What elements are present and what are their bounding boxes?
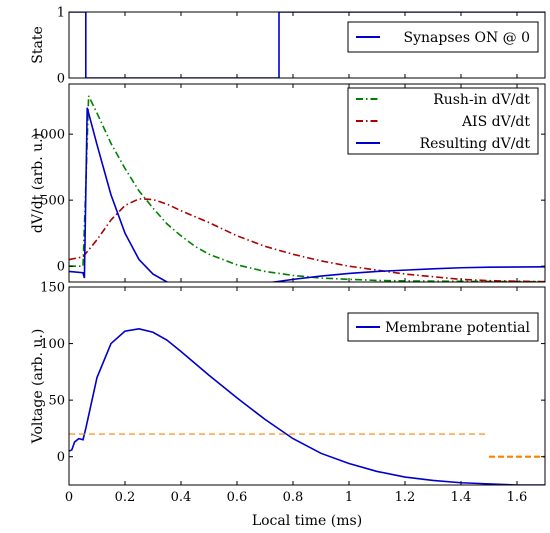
legend-dvdt: Rush-in dV/dt AIS dV/dt Resulting dV/dt [347,87,539,155]
x-tick-label: 0.4 [171,490,192,505]
y-axis-label: dV/dt (arb. u.) [30,133,46,233]
series-line-voltage-0 [69,328,545,485]
legend-entry-label: Rush-in dV/dt [433,92,530,108]
x-tick-label: 1 [345,490,353,505]
legend-state: Synapses ON @ 0 [347,21,539,53]
series-line-dvdt-0 [69,95,545,282]
x-tick-label: 0 [65,490,73,505]
x-tick-label: 0.6 [227,490,248,505]
legend-entry-label: AIS dV/dt [461,114,530,130]
x-tick-label: 1.2 [395,490,416,505]
x-axis-label: Local time (ms) [252,513,362,529]
plot-frame-dvdt [68,83,546,283]
x-tick-label: 1.4 [451,490,472,505]
legend-entry-label: Resulting dV/dt [420,136,531,152]
y-tick-label: 500 [40,194,65,209]
panel-voltage: 0 50 100 150 0 0.2 0.4 0.6 0.8 1 1.2 1.4 1.6 Voltage … [30,281,546,529]
series-line-dvdt-2 [69,107,545,282]
legend-entry-label: Membrane potential [385,320,530,336]
x-tick-label: 0.8 [283,490,304,505]
panel-state: 0 1 State Synapses ON @ 0 [30,6,546,87]
series-line-dvdt-1 [69,198,545,282]
y-tick-label: 50 [48,394,65,409]
legend-voltage: Membrane potential [347,312,539,342]
y-tick-label: 150 [40,281,65,296]
legend-entry-label: Synapses ON @ 0 [404,30,530,46]
y-tick-label: 100 [40,337,65,352]
y-tick-label: 1000 [32,128,65,143]
plot-frame-voltage [68,286,546,486]
y-axis-label: State [30,26,46,63]
y-tick-label: 0 [57,450,65,465]
plot-frame-state [68,11,546,79]
y-axis-label: Voltage (arb. u.) [30,329,46,445]
x-tick-label: 0.2 [115,490,136,505]
x-tick-label: 1.6 [507,490,528,505]
y-tick-label: 0 [57,260,65,275]
y-tick-label: 0 [57,72,65,87]
y-tick-label: 1 [57,6,65,21]
